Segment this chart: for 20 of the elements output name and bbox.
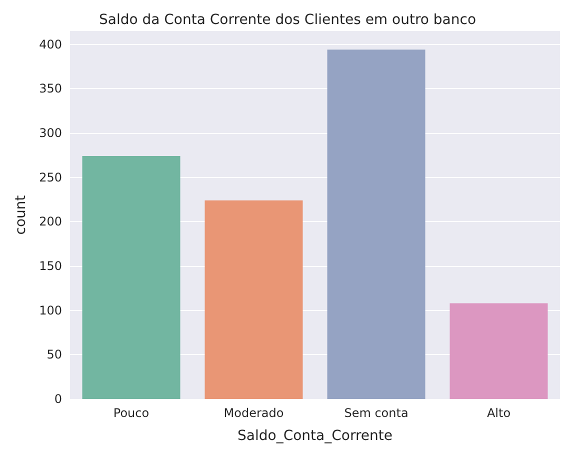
x-axis-title: Saldo_Conta_Corrente	[238, 428, 392, 444]
y-tick-label: 100	[39, 303, 62, 318]
bar	[204, 200, 303, 399]
y-tick-label: 300	[39, 126, 62, 140]
y-tick-label: 250	[39, 170, 62, 184]
y-tick-label: 0	[54, 392, 62, 406]
bar	[327, 50, 426, 399]
bar	[82, 156, 180, 399]
y-tick-label: 400	[39, 37, 62, 52]
x-tick-label: Moderado	[224, 406, 284, 420]
x-tick-label: Sem conta	[344, 406, 408, 420]
x-tick-label: Alto	[486, 406, 511, 420]
bar	[450, 303, 548, 399]
y-tick-label: 50	[46, 348, 62, 362]
y-axis-title: count	[13, 194, 29, 235]
y-tick-label: 150	[39, 258, 62, 273]
x-tick-label: Pouco	[113, 406, 150, 420]
chart-title: Saldo da Conta Corrente dos Clientes em outro banco	[98, 12, 476, 28]
y-tick-label: 350	[39, 82, 62, 96]
y-tick-label: 200	[39, 214, 62, 229]
